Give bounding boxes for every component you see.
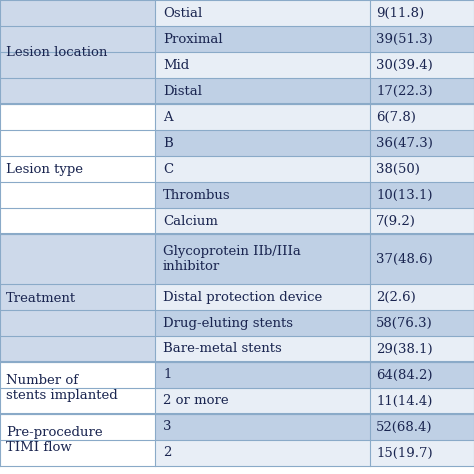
Text: Pre-procedure
TIMI flow: Pre-procedure TIMI flow [6, 426, 103, 454]
Text: 29(38.1): 29(38.1) [376, 343, 433, 356]
Bar [155, 208, 474, 234]
Text: Drug-eluting stents: Drug-eluting stents [163, 317, 293, 329]
Text: B: B [163, 137, 173, 149]
Text: 6(7.8): 6(7.8) [376, 110, 416, 124]
Text: 10(13.1): 10(13.1) [376, 189, 432, 201]
Bar [155, 336, 474, 362]
Bar [0, 362, 155, 414]
Text: Lesion location: Lesion location [6, 46, 108, 58]
Bar [155, 440, 474, 466]
Bar [155, 414, 474, 440]
Text: 3: 3 [163, 420, 172, 434]
Text: 37(48.6): 37(48.6) [376, 253, 433, 265]
Bar [155, 388, 474, 414]
Text: Calcium: Calcium [163, 215, 218, 228]
Text: C: C [163, 163, 173, 175]
Text: Number of
stents implanted: Number of stents implanted [6, 374, 118, 402]
Text: Treatment: Treatment [6, 292, 76, 304]
Bar [0, 234, 155, 362]
Bar [155, 310, 474, 336]
Bar [155, 130, 474, 156]
Bar [0, 0, 155, 104]
Bar [0, 414, 155, 466]
Text: Proximal: Proximal [163, 33, 223, 46]
Text: 17(22.3): 17(22.3) [376, 84, 433, 98]
Text: Ostial: Ostial [163, 7, 202, 19]
Text: 9(11.8): 9(11.8) [376, 7, 424, 19]
Text: 2 or more: 2 or more [163, 394, 228, 408]
Text: 38(50): 38(50) [376, 163, 420, 175]
Text: 11(14.4): 11(14.4) [376, 394, 432, 408]
Text: Thrombus: Thrombus [163, 189, 231, 201]
Text: 2: 2 [163, 447, 172, 459]
Bar [155, 26, 474, 52]
Text: Lesion type: Lesion type [6, 163, 83, 175]
Bar [155, 362, 474, 388]
Text: Distal: Distal [163, 84, 202, 98]
Bar [155, 182, 474, 208]
Text: 58(76.3): 58(76.3) [376, 317, 433, 329]
Text: 64(84.2): 64(84.2) [376, 368, 432, 382]
Text: A: A [163, 110, 173, 124]
Text: Glycoprotein IIb/IIIa
inhibitor: Glycoprotein IIb/IIIa inhibitor [163, 245, 301, 273]
Bar [155, 0, 474, 26]
Text: Mid: Mid [163, 58, 189, 72]
Text: 39(51.3): 39(51.3) [376, 33, 433, 46]
Text: 7(9.2): 7(9.2) [376, 215, 416, 228]
Bar [155, 78, 474, 104]
Text: Bare-metal stents: Bare-metal stents [163, 343, 282, 356]
Bar [155, 52, 474, 78]
Text: 52(68.4): 52(68.4) [376, 420, 432, 434]
Text: 15(19.7): 15(19.7) [376, 447, 433, 459]
Bar [155, 284, 474, 310]
Text: 1: 1 [163, 368, 172, 382]
Bar [155, 104, 474, 130]
Bar [155, 234, 474, 284]
Text: 36(47.3): 36(47.3) [376, 137, 433, 149]
Text: Distal protection device: Distal protection device [163, 291, 322, 303]
Bar [155, 156, 474, 182]
Text: 30(39.4): 30(39.4) [376, 58, 433, 72]
Text: 2(2.6): 2(2.6) [376, 291, 416, 303]
Bar [0, 104, 155, 234]
